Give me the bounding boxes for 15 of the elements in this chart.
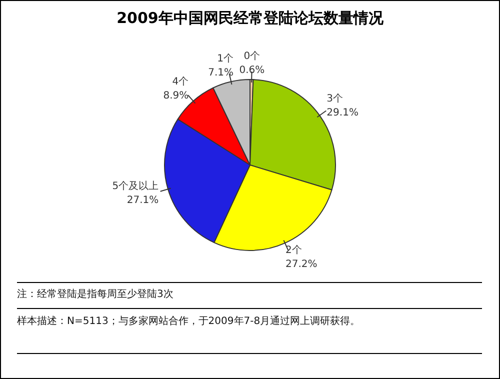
slice-label: 5个及以上: [112, 180, 159, 192]
data-label: 27.1%: [126, 195, 159, 206]
data-label: 7.1%: [208, 68, 234, 79]
chart-title: 2009年中国网民经常登陆论坛数量情况: [116, 9, 384, 28]
slice-label: 3个: [326, 92, 344, 105]
text: 样本描述：N=5113；与多家网站合作，于2009年7-8月通过网上调研获得。: [17, 314, 362, 329]
data-label: 8.9%: [163, 90, 189, 102]
text: 注：经常登陆是指每周至少登陆3次: [17, 288, 174, 302]
slice-label: 4个: [172, 76, 189, 88]
data-label: 0.6%: [239, 65, 265, 76]
data-label: 29.1%: [326, 108, 358, 119]
slice-label: 0个: [244, 50, 260, 62]
slice-label: 1个: [217, 52, 234, 65]
slice-label: 2个: [285, 244, 302, 256]
data-label: 27.2%: [285, 259, 318, 270]
